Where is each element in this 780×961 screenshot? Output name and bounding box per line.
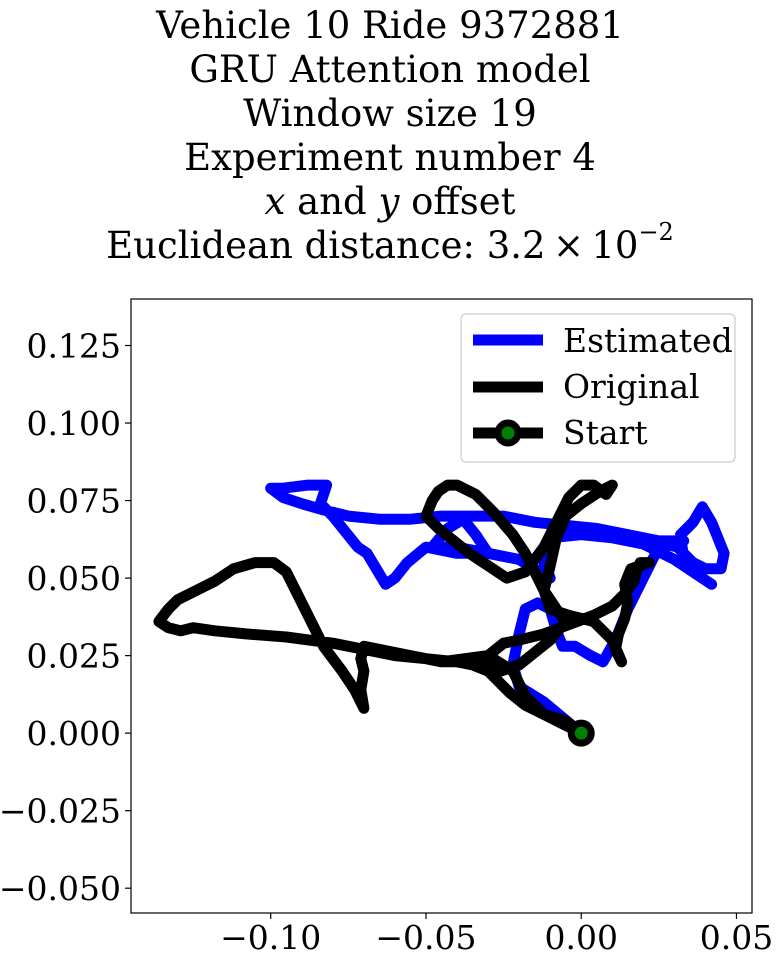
y-tick-label: 0.125 [27,327,121,366]
legend-box [460,313,736,463]
title-distance: Euclidean distance: 3.2 × 10 [106,224,639,267]
title-line-3: Window size 19 [243,92,537,135]
title-line-4: Experiment number 4 [184,136,596,179]
y-tick-label: 0.075 [27,482,121,521]
title-line-6: Euclidean distance: 3.2 × 10−2 [0,220,780,268]
legend-original-label: Original [563,367,700,406]
series-line-estimated [265,479,730,739]
title-line-5: x and y offset [0,180,780,224]
y-tick-label: −0.050 [0,869,121,908]
title-exponent: −2 [638,218,674,246]
title-line-2: GRU Attention model [189,48,591,91]
legend-start-marker [494,419,522,447]
series-line-original [153,479,655,739]
y-tick-label: −0.025 [0,792,121,831]
legend-start-label: Start [563,413,648,452]
title-offset: offset [411,180,516,223]
start-marker [567,719,595,747]
title-var-y: y [378,180,400,223]
series-layer [153,479,730,747]
y-tick-label: 0.000 [27,714,121,753]
chart-title: Vehicle 10 Ride 9372881 GRU Attention mo… [0,0,780,268]
title-var-x: x [264,180,286,223]
x-tick-label: −0.10 [220,918,321,957]
legend-estimated-label: Estimated [563,321,733,360]
title-line-1: Vehicle 10 Ride 9372881 [156,4,624,47]
x-tick-label: 0.00 [544,918,617,957]
legend: Estimated Original Start [460,313,736,463]
y-tick-label: 0.025 [27,637,121,676]
y-tick-label: 0.050 [27,559,121,598]
x-tick-label: −0.05 [375,918,476,957]
axes-frame [130,298,753,914]
title-and: and [297,180,367,223]
ticks-layer: −0.10 −0.05 0.00 0.05 0.125 0.100 0.075 0.050 0.… [0,327,773,957]
x-tick-label: 0.05 [700,918,773,957]
y-tick-label: 0.100 [27,404,121,443]
